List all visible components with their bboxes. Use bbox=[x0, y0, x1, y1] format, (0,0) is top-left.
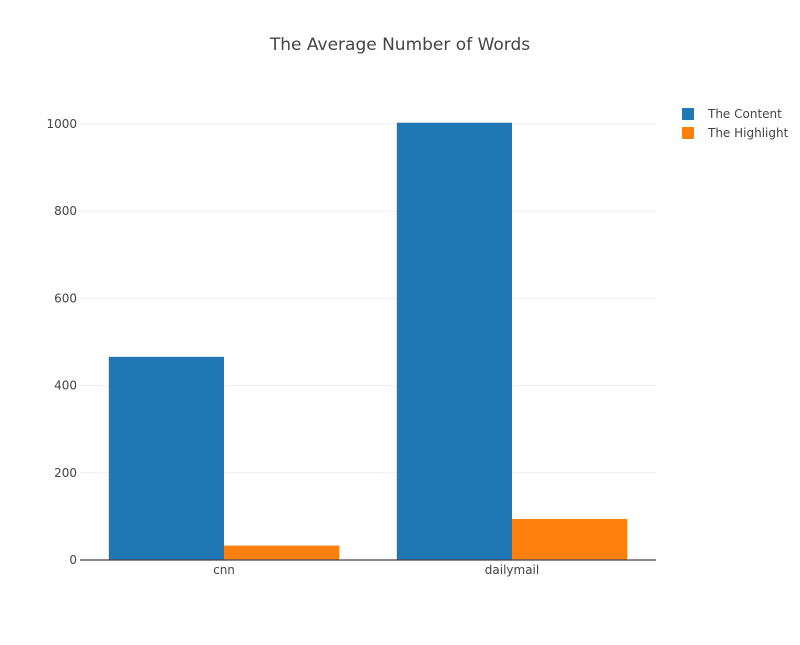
y-tick-label: 0 bbox=[69, 553, 77, 567]
bars bbox=[108, 122, 628, 560]
legend[interactable]: The Content The Highlight bbox=[682, 107, 789, 140]
x-tick-label: dailymail bbox=[485, 563, 539, 577]
x-tick-label: cnn bbox=[213, 563, 235, 577]
legend-label[interactable]: The Content bbox=[707, 107, 782, 121]
y-tick-label: 800 bbox=[54, 204, 77, 218]
y-tick-label: 1000 bbox=[46, 117, 77, 131]
bar-cnn-the-content[interactable] bbox=[108, 356, 224, 560]
y-tick-label: 400 bbox=[54, 379, 77, 393]
axes: 0 200 400 600 800 1000 cnn dailymail bbox=[46, 117, 656, 577]
y-tick-label: 200 bbox=[54, 466, 77, 480]
legend-swatch[interactable] bbox=[682, 108, 694, 120]
bar-dailymail-the-highlight[interactable] bbox=[512, 519, 628, 560]
legend-swatch[interactable] bbox=[682, 127, 694, 139]
bar-dailymail-the-content[interactable] bbox=[396, 122, 512, 560]
y-tick-label: 600 bbox=[54, 291, 77, 305]
bar-cnn-the-highlight[interactable] bbox=[224, 545, 340, 560]
legend-label[interactable]: The Highlight bbox=[707, 126, 789, 140]
chart-title: The Average Number of Words bbox=[269, 35, 530, 55]
